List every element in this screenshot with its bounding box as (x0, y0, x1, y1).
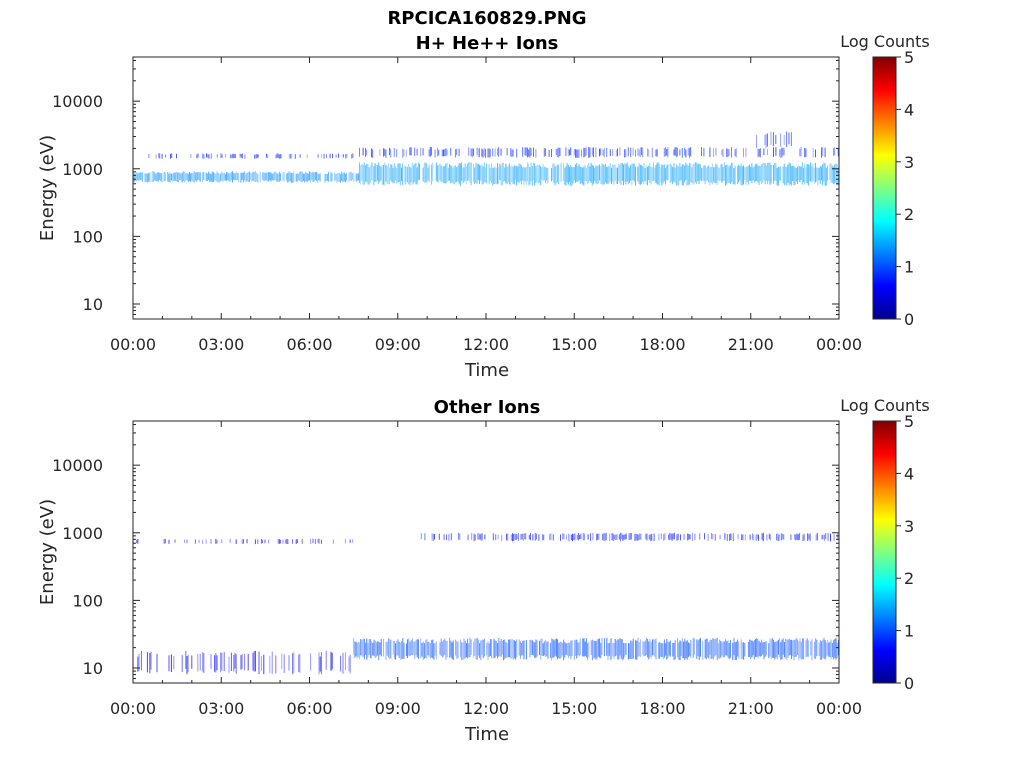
colorbar-gradient (872, 56, 897, 320)
colorbar-tick-label: 1 (904, 622, 914, 641)
colorbar-label: Log Counts (840, 32, 930, 51)
energy-band (359, 147, 839, 158)
energy-band (137, 650, 351, 675)
spectrogram-data (132, 532, 840, 675)
y-tick-label: 1000 (62, 524, 103, 543)
x-tick-label: 03:00 (198, 699, 244, 718)
x-tick-label: 09:00 (375, 335, 421, 354)
x-tick-label: 00:00 (816, 699, 862, 718)
x-tick-label: 06:00 (286, 335, 332, 354)
y-tick-label: 100 (72, 591, 103, 610)
x-tick-label: 21:00 (728, 335, 774, 354)
colorbar-tick-label: 0 (904, 310, 914, 329)
panel-2-title: Other Ions (434, 397, 541, 418)
energy-band (353, 637, 839, 661)
y-tick-label: 1000 (62, 160, 103, 179)
x-tick-label: 03:00 (198, 335, 244, 354)
colorbar-tick-label: 2 (904, 205, 914, 224)
plot-frame (132, 56, 840, 320)
energy-band (132, 171, 360, 183)
energy-band (756, 131, 792, 149)
x-tick-label: 12:00 (463, 699, 509, 718)
colorbar-tick-label: 1 (904, 258, 914, 277)
x-axis-label: Time (464, 360, 509, 381)
y-tick-label: 10000 (52, 92, 103, 111)
colorbar-ticks: 0 1 2 3 4 5 (896, 48, 914, 329)
x-tick-label: 09:00 (375, 699, 421, 718)
panel-other-ions: 00:00 03:00 06:00 09:00 12:00 15:00 18:00 21:00… (37, 396, 930, 745)
x-tick-label: 18:00 (639, 699, 685, 718)
y-tick-label: 100 (72, 227, 103, 246)
colorbar-tick-label: 2 (904, 569, 914, 588)
energy-band (420, 532, 840, 542)
x-axis-label: Time (464, 724, 509, 745)
y-tick-label: 10 (83, 659, 103, 678)
energy-band (148, 153, 354, 159)
colorbar-tick-label: 4 (904, 100, 914, 119)
y-axis-label: Energy (eV) (37, 135, 58, 241)
x-tick-label: 12:00 (463, 335, 509, 354)
colorbar-tick-label: 5 (904, 412, 914, 431)
energy-band (359, 162, 839, 186)
energy-band (132, 538, 354, 545)
colorbar-tick-label: 4 (904, 464, 914, 483)
colorbar-tick-label: 3 (904, 517, 914, 536)
colorbar-tick-label: 0 (904, 674, 914, 693)
x-tick-label: 00:00 (110, 335, 156, 354)
x-tick-label: 00:00 (816, 335, 862, 354)
x-tick-label: 21:00 (728, 699, 774, 718)
x-tick-label: 18:00 (639, 335, 685, 354)
panel-h-he-ions: 00:00 03:00 06:00 09:00 12:00 15:00 18:00 21:00… (37, 32, 930, 381)
colorbar-ticks: 0 1 2 3 4 5 (896, 412, 914, 693)
y-tick-label: 10 (83, 295, 103, 314)
x-tick-label: 06:00 (286, 699, 332, 718)
x-tick-label: 15:00 (551, 699, 597, 718)
panel-1-title: H+ He++ Ions (416, 33, 559, 54)
figure-title: RPCICA160829.PNG (387, 8, 586, 29)
colorbar-label: Log Counts (840, 396, 930, 415)
x-tick-label: 00:00 (110, 699, 156, 718)
colorbar-gradient (872, 420, 897, 684)
colorbar: 0 1 2 3 4 5 Log Counts (840, 396, 930, 693)
colorbar-tick-label: 3 (904, 153, 914, 172)
axes: 00:00 03:00 06:00 09:00 12:00 15:00 18:00 21:00… (52, 421, 862, 718)
spectrogram-data (132, 131, 839, 186)
axes: 00:00 03:00 06:00 09:00 12:00 15:00 18:00 21:00… (52, 57, 862, 354)
colorbar-tick-label: 5 (904, 48, 914, 67)
y-axis-label: Energy (eV) (37, 499, 58, 605)
x-tick-label: 15:00 (551, 335, 597, 354)
y-tick-label: 10000 (52, 456, 103, 475)
colorbar: 0 1 2 3 4 5 Log Counts (840, 32, 930, 329)
